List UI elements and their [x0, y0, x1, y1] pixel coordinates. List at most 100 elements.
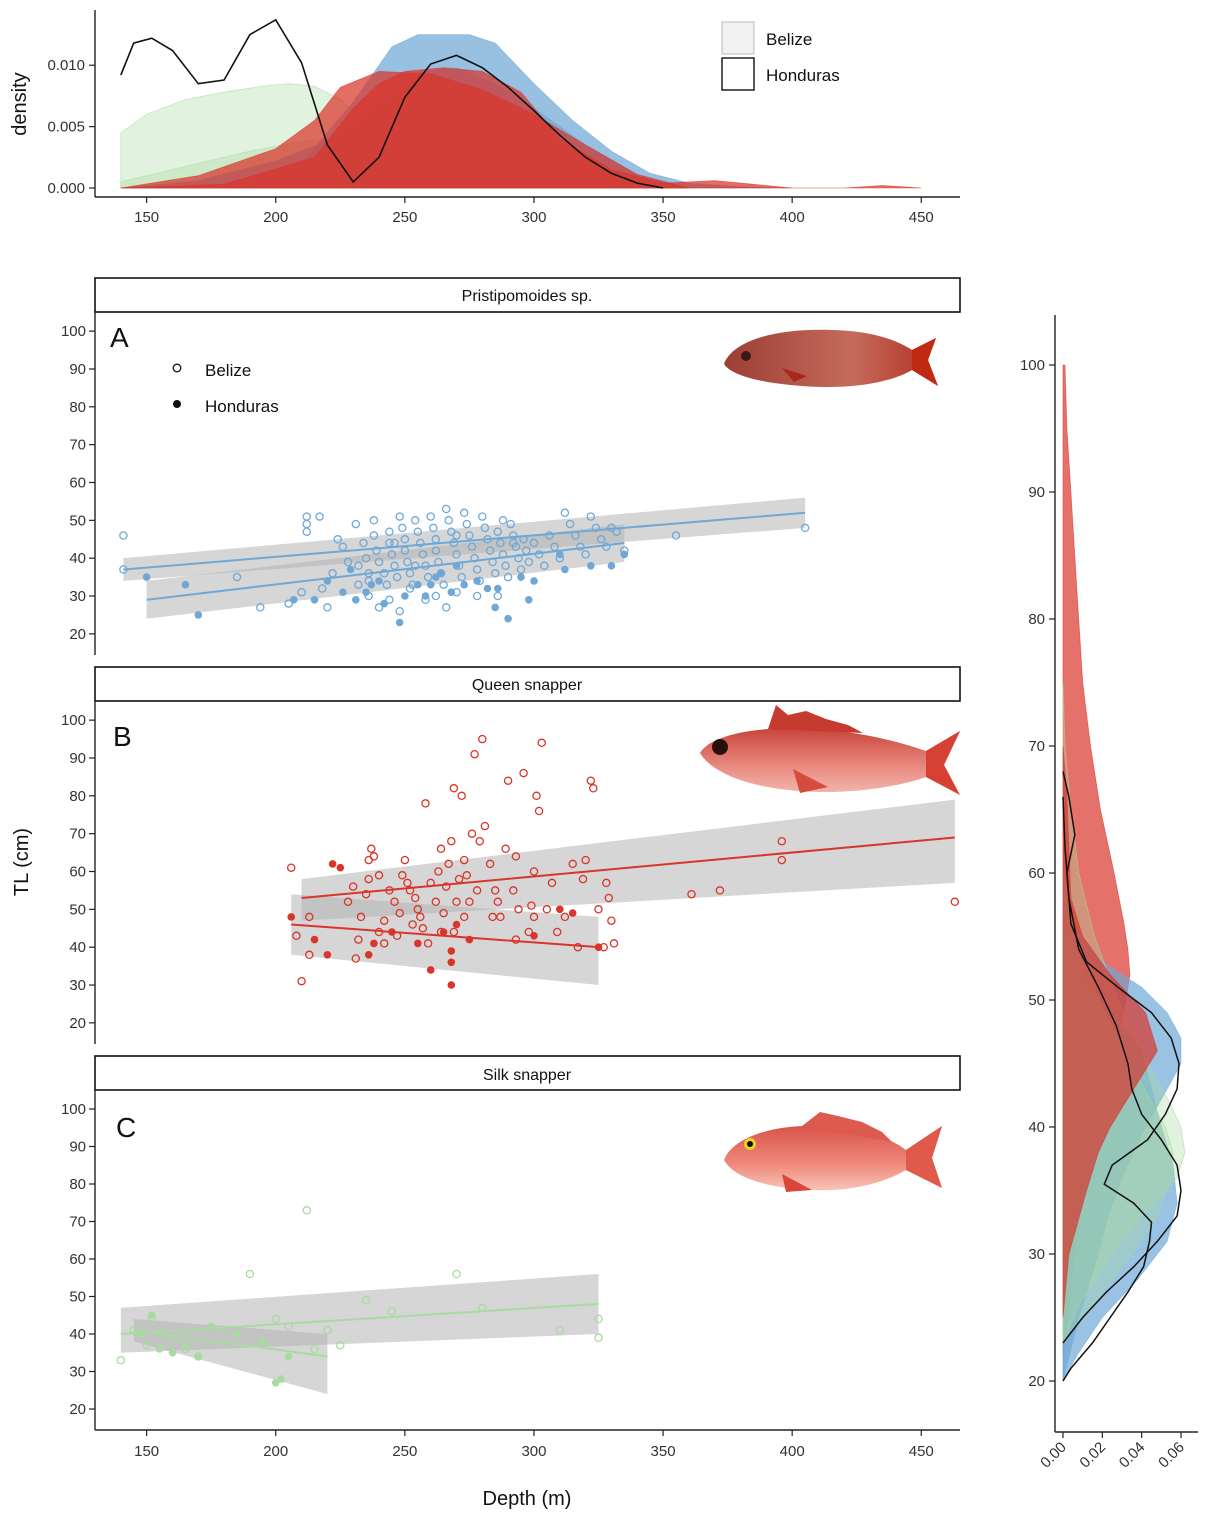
point-honduras [367, 580, 376, 589]
point-belize [715, 886, 725, 895]
point-belize [800, 523, 810, 533]
point-belize [441, 603, 451, 612]
point-honduras [452, 920, 461, 929]
point-honduras [181, 580, 190, 589]
right-density-areas [1062, 364, 1186, 1382]
top-x-tick-label: 200 [263, 209, 288, 226]
point-belize [514, 905, 523, 914]
right-x-tick-label: 0.04 [1116, 1439, 1149, 1472]
right-y-tick-label: 100 [1020, 357, 1045, 374]
point-belize [441, 504, 451, 514]
point-belize [379, 916, 389, 925]
point-belize [410, 561, 420, 571]
fit-line-belize [123, 511, 806, 571]
point-honduras [530, 577, 538, 585]
point-belize [323, 1326, 332, 1335]
point-honduras [362, 588, 370, 596]
panel-y-tick-label: 90 [69, 750, 86, 767]
point-honduras [271, 1379, 280, 1387]
point-belize [431, 546, 441, 555]
right-y-tick-label: 60 [1028, 865, 1045, 882]
point-honduras [561, 565, 569, 574]
point-belize [519, 768, 528, 778]
panel-y-tick-label: 70 [69, 1214, 86, 1231]
point-belize [496, 912, 505, 922]
point-honduras [437, 569, 445, 578]
point-belize [462, 519, 472, 529]
point-belize [607, 916, 616, 925]
point-belize [529, 538, 539, 548]
point-honduras [323, 951, 332, 959]
scatter-x-ticks: 150 200 250 300 350 400 450 [134, 1430, 934, 1460]
point-belize [604, 893, 614, 903]
point-honduras [439, 928, 448, 936]
point-honduras [556, 905, 564, 914]
point-belize [168, 1337, 177, 1346]
point-belize [594, 905, 603, 914]
panel-c-title: Silk snapper [483, 1067, 572, 1084]
right-honduras-outline [1062, 796, 1182, 1344]
legend-marker-open [172, 363, 182, 373]
point-honduras [181, 1341, 190, 1350]
point-belize [591, 523, 601, 533]
point-belize [431, 591, 441, 601]
top-density-panel: 150 200 250 300 350 400 450 0.000 0.005 0.010 de… [9, 10, 960, 226]
point-belize [398, 523, 407, 533]
point-belize [413, 905, 423, 914]
point-honduras [473, 577, 481, 585]
point-belize [286, 863, 296, 872]
point-belize [511, 935, 521, 944]
legend-key-belize [721, 21, 755, 55]
panel-c-letter: C [116, 1112, 136, 1143]
point-belize [452, 531, 461, 540]
point-honduras [447, 588, 456, 596]
point-belize [529, 912, 539, 922]
top-y-tick-label: 0.010 [47, 57, 85, 74]
panel-y-tick-label: 100 [61, 712, 86, 729]
point-belize [501, 561, 510, 571]
point-belize [687, 889, 696, 899]
point-belize [534, 806, 544, 816]
point-belize [436, 844, 446, 854]
scatter-x-tick-label: 450 [909, 1443, 934, 1460]
right-x-ticks: 0.00 0.02 0.04 0.06 [1037, 1432, 1188, 1471]
panel-y-tick-label: 60 [69, 864, 86, 881]
point-belize [439, 908, 448, 918]
panel-y-tick-label: 60 [69, 1251, 86, 1268]
point-belize [586, 776, 596, 785]
queen-snapper-fish-image [700, 705, 960, 795]
panel-a-strip [94, 277, 961, 313]
point-belize [503, 572, 513, 582]
point-honduras [556, 550, 564, 559]
panel-a-title: Pristipomoides sp. [462, 288, 593, 305]
point-belize [305, 950, 314, 960]
point-belize [271, 1314, 280, 1324]
panel-a-plot: 20 30 40 50 60 70 80 90 100 [61, 312, 810, 655]
scatter-x-tick-label: 250 [392, 1443, 417, 1460]
top-density-ylabel: density [9, 72, 31, 135]
point-honduras [277, 1375, 285, 1383]
scatter-x-tick-label: 350 [651, 1443, 676, 1460]
panel-y-tick-label: 50 [69, 901, 86, 918]
point-belize [581, 550, 590, 559]
point-belize [405, 886, 415, 895]
panel-c-plot: 20 30 40 50 60 70 80 90 100 [61, 1090, 603, 1430]
silk-snapper-fish-image [724, 1112, 942, 1192]
point-belize [444, 859, 453, 869]
point-honduras [568, 909, 577, 917]
point-belize [302, 512, 311, 521]
point-honduras [426, 580, 435, 589]
point-belize [480, 821, 490, 831]
pristipomoides-fish-image [724, 329, 938, 388]
point-belize [317, 584, 327, 593]
point-belize [602, 542, 611, 552]
point-belize [374, 871, 384, 880]
scatter-x-tick-label: 150 [134, 1443, 159, 1460]
scatter-ylabel: TL (cm) [11, 828, 33, 896]
point-belize [416, 538, 425, 548]
point-belize [390, 897, 399, 907]
panel-a-legend-honduras: Honduras [205, 397, 279, 416]
point-belize [354, 935, 363, 944]
point-honduras [287, 913, 296, 921]
point-honduras [491, 603, 500, 612]
